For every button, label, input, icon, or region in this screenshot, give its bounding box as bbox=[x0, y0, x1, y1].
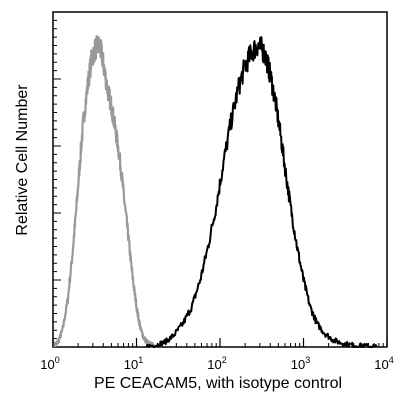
x-tick-label: 103 bbox=[291, 355, 310, 372]
x-tick-label: 101 bbox=[124, 355, 143, 372]
series-layer bbox=[53, 35, 378, 349]
x-tick-label: 104 bbox=[374, 355, 393, 372]
x-tick-label: 102 bbox=[207, 355, 226, 372]
y-axis-title: Relative Cell Number bbox=[14, 84, 31, 236]
x-axis-title: PE CEACAM5, with isotype control bbox=[94, 375, 342, 392]
y-axis-ticks bbox=[53, 11, 61, 348]
series-line-1 bbox=[145, 36, 378, 348]
x-tick-label: 100 bbox=[40, 355, 59, 372]
x-axis-ticks: 100 101 102 103 104 bbox=[40, 338, 394, 372]
series-line-0 bbox=[53, 35, 163, 349]
